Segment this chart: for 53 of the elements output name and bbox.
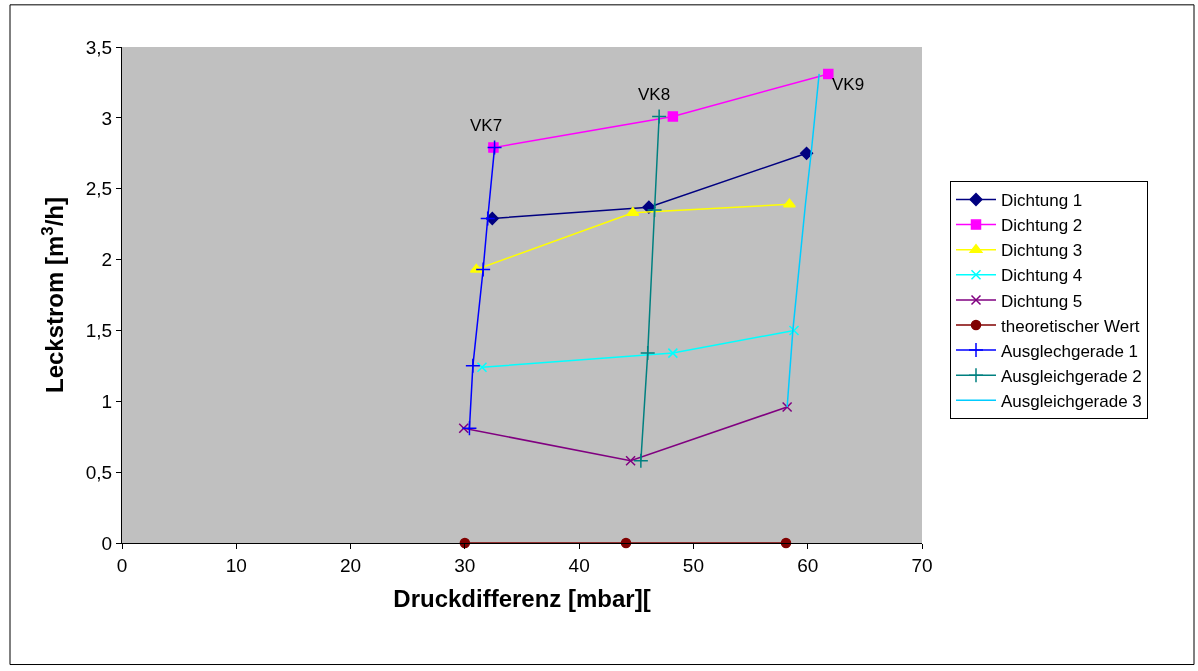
point xyxy=(788,325,800,336)
legend-label: Dichtung 3 xyxy=(1001,241,1083,261)
point xyxy=(461,420,478,436)
point xyxy=(620,537,632,549)
legend-label: Dichtung 2 xyxy=(1001,216,1083,236)
point xyxy=(626,207,640,217)
point xyxy=(458,422,469,434)
legend-label: theoretischer Wert xyxy=(1001,316,1140,336)
y-tick-label: 2,5 xyxy=(85,178,113,200)
point xyxy=(667,347,679,359)
point xyxy=(781,401,793,413)
y-tick-label: 1,5 xyxy=(85,320,113,342)
x-tick-label: 10 xyxy=(225,554,247,576)
x-axis-title: Druckdifferenz [mbar][ xyxy=(393,585,651,613)
point xyxy=(486,139,503,156)
point xyxy=(639,345,656,361)
x-tick-label: 20 xyxy=(340,554,362,576)
x-tick-label: 30 xyxy=(454,554,476,576)
point xyxy=(625,455,636,467)
line-series xyxy=(786,73,820,408)
point xyxy=(667,111,679,122)
point xyxy=(475,261,491,278)
annotation: VK8 xyxy=(638,85,671,104)
point xyxy=(782,198,796,208)
point xyxy=(799,146,814,160)
y-tick-label: 3 xyxy=(101,107,113,129)
legend-label: Ausgleichgerade 2 xyxy=(1001,366,1142,386)
y-tick-label: 3,5 xyxy=(85,36,113,58)
point xyxy=(780,537,792,549)
point xyxy=(646,202,663,218)
y-tick-label: 1 xyxy=(101,390,113,412)
y-tick-label: 2 xyxy=(101,249,113,271)
y-tick-label: 0 xyxy=(101,532,113,554)
x-tick-label: 60 xyxy=(797,554,819,576)
x-tick-label: 50 xyxy=(682,554,704,576)
legend-label: Ausglechgerade 1 xyxy=(1001,341,1139,361)
x-tick-label: 40 xyxy=(568,554,590,576)
legend-label: Ausgleichgerade 3 xyxy=(1001,391,1142,411)
legend-label: Dichtung 5 xyxy=(1001,291,1083,311)
legend-label: Dichtung 4 xyxy=(1001,266,1083,286)
point xyxy=(476,362,488,373)
point xyxy=(633,453,649,469)
x-tick-label: 0 xyxy=(116,554,128,576)
point xyxy=(479,210,496,227)
point xyxy=(469,263,483,273)
point xyxy=(823,68,834,80)
y-tick-label: 0,5 xyxy=(85,461,113,483)
point xyxy=(651,108,667,125)
point xyxy=(465,358,481,374)
legend-label: Dichtung 1 xyxy=(1001,191,1083,211)
x-tick-label: 70 xyxy=(911,554,933,576)
annotation: VK9 xyxy=(832,75,865,94)
annotation: VK7 xyxy=(470,116,503,135)
